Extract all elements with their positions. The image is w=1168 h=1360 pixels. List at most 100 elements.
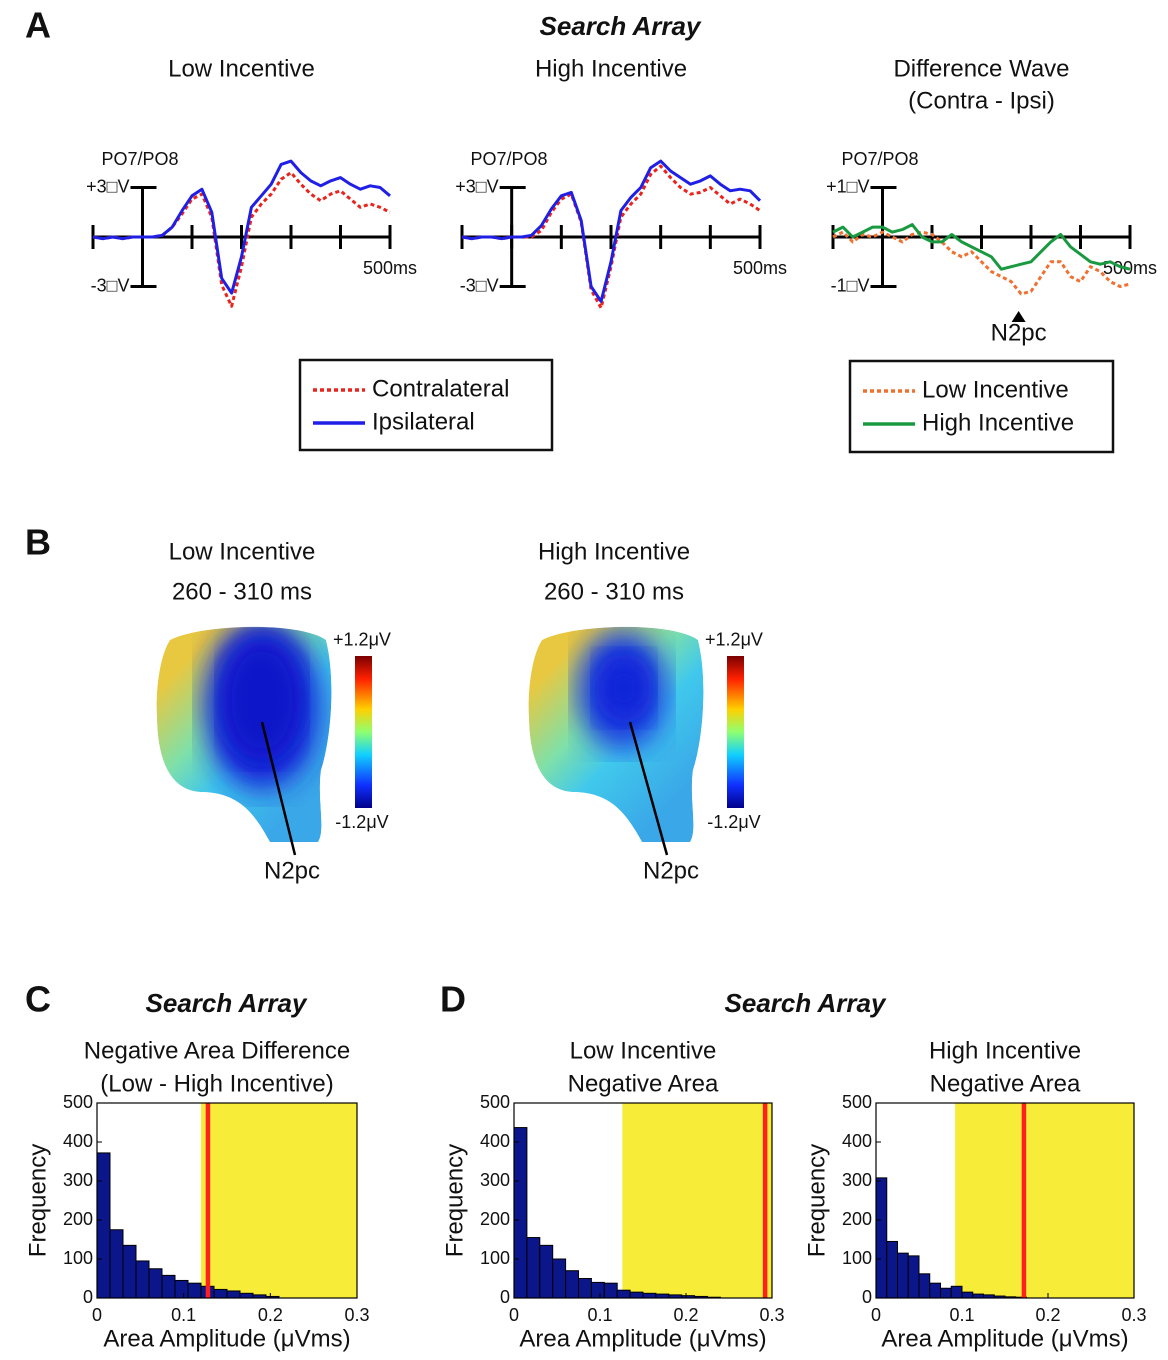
bar xyxy=(539,1244,554,1299)
bar xyxy=(603,1282,618,1299)
bar xyxy=(148,1268,163,1299)
y-axis-label: Frequency xyxy=(24,1144,51,1257)
y-tick-label: 400 xyxy=(480,1131,510,1151)
legend-label: Low Incentive xyxy=(922,376,1069,403)
plot-frame xyxy=(513,1102,773,1299)
channel-label: PO7/PO8 xyxy=(841,149,918,169)
bar xyxy=(239,1292,254,1299)
annotation-line xyxy=(260,721,297,856)
y-tick-label: -3□V xyxy=(91,275,130,295)
bar xyxy=(122,1244,137,1299)
colorbar-label: -1.2μV xyxy=(335,812,388,832)
bar xyxy=(226,1290,241,1299)
colorbar xyxy=(727,656,744,808)
channel-label: PO7/PO8 xyxy=(101,149,178,169)
series-line xyxy=(832,230,1131,296)
plot-frame xyxy=(875,1102,1135,1299)
head-blob-core xyxy=(596,653,652,723)
panel-letter: D xyxy=(440,979,466,1020)
bar xyxy=(886,1240,898,1299)
chart-subtitle: (Contra - Ipsi) xyxy=(908,87,1055,114)
y-tick-label: -3□V xyxy=(460,275,499,295)
bar xyxy=(940,1287,952,1299)
bar xyxy=(96,1152,111,1299)
y-tick-label: 0 xyxy=(500,1287,510,1307)
annotation-label: N2pc xyxy=(643,857,699,884)
topomap xyxy=(156,626,332,842)
panel-header: Search Array xyxy=(725,988,887,1018)
shaded-region xyxy=(201,1103,357,1298)
x-tick-label: 0.2 xyxy=(673,1305,698,1325)
head-blob-core xyxy=(222,640,302,760)
chart-title: Negative Area xyxy=(930,1070,1081,1097)
topomap xyxy=(528,626,704,842)
series-line xyxy=(461,159,762,303)
bar xyxy=(552,1258,567,1299)
chart-title: Low Incentive xyxy=(168,55,315,82)
map-subtitle: 260 - 310 ms xyxy=(172,578,312,605)
legend-box xyxy=(848,359,1115,454)
chart-title: Negative Area Difference xyxy=(84,1037,350,1064)
bar xyxy=(526,1237,541,1299)
bar xyxy=(590,1281,605,1299)
bar xyxy=(174,1279,189,1299)
y-tick-label: 500 xyxy=(63,1092,93,1112)
bar xyxy=(950,1285,963,1299)
bar xyxy=(109,1229,124,1299)
y-tick-label: 500 xyxy=(842,1092,872,1112)
x-tick-label: 500ms xyxy=(363,258,417,278)
y-tick-label: 400 xyxy=(63,1131,93,1151)
chart-title: (Low - High Incentive) xyxy=(100,1070,333,1097)
y-axis-label: Frequency xyxy=(803,1144,830,1257)
legend-label: High Incentive xyxy=(922,409,1074,436)
bar xyxy=(907,1255,920,1299)
y-tick-label: 100 xyxy=(842,1248,872,1268)
legend-box xyxy=(298,358,554,452)
y-tick-label: 200 xyxy=(480,1209,510,1229)
colorbar-label: +1.2μV xyxy=(333,630,391,650)
legend-label: Ipsilateral xyxy=(372,408,475,435)
y-axis-label: Frequency xyxy=(441,1144,468,1257)
bar xyxy=(213,1288,228,1299)
y-tick-label: 300 xyxy=(842,1170,872,1190)
shaded-region xyxy=(955,1103,1134,1298)
x-tick-label: 0.2 xyxy=(258,1305,283,1325)
bar xyxy=(642,1292,657,1299)
y-tick-label: -1□V xyxy=(831,275,870,295)
chart-title: High Incentive xyxy=(535,55,687,82)
x-tick-label: 0 xyxy=(871,1305,881,1325)
panel-letter: B xyxy=(25,522,51,563)
x-tick-label: 0.3 xyxy=(759,1305,784,1325)
y-tick-label: 100 xyxy=(480,1248,510,1268)
bar xyxy=(513,1127,528,1299)
bar xyxy=(578,1278,592,1299)
shaded-region xyxy=(622,1103,772,1298)
y-tick-label: 300 xyxy=(480,1170,510,1190)
legend-label: Contralateral xyxy=(372,375,509,402)
x-axis-label: Area Amplitude (μVms) xyxy=(103,1325,350,1352)
x-axis-label: Area Amplitude (μVms) xyxy=(881,1325,1128,1352)
x-tick-label: 0.1 xyxy=(949,1305,974,1325)
bar xyxy=(918,1273,931,1299)
y-tick-label: 200 xyxy=(842,1209,872,1229)
plot-frame xyxy=(96,1102,358,1299)
x-tick-label: 0 xyxy=(509,1305,519,1325)
y-tick-label: 200 xyxy=(63,1209,93,1229)
colorbar-label: -1.2μV xyxy=(707,812,760,832)
x-axis-label: Area Amplitude (μVms) xyxy=(519,1325,766,1352)
bar xyxy=(929,1282,941,1299)
y-tick-label: +1□V xyxy=(826,176,869,196)
panel-header: Search Array xyxy=(540,11,702,41)
bar xyxy=(961,1291,974,1299)
chart-title: Negative Area xyxy=(568,1070,719,1097)
bar xyxy=(875,1177,888,1299)
x-tick-label: 0.1 xyxy=(587,1305,612,1325)
y-tick-label: 300 xyxy=(63,1170,93,1190)
annotation-line xyxy=(628,721,669,856)
y-tick-label: 0 xyxy=(862,1287,872,1307)
y-tick-label: +3□V xyxy=(86,176,129,196)
x-tick-label: 500ms xyxy=(733,258,787,278)
x-tick-label: 0 xyxy=(92,1305,102,1325)
bar xyxy=(629,1291,644,1299)
